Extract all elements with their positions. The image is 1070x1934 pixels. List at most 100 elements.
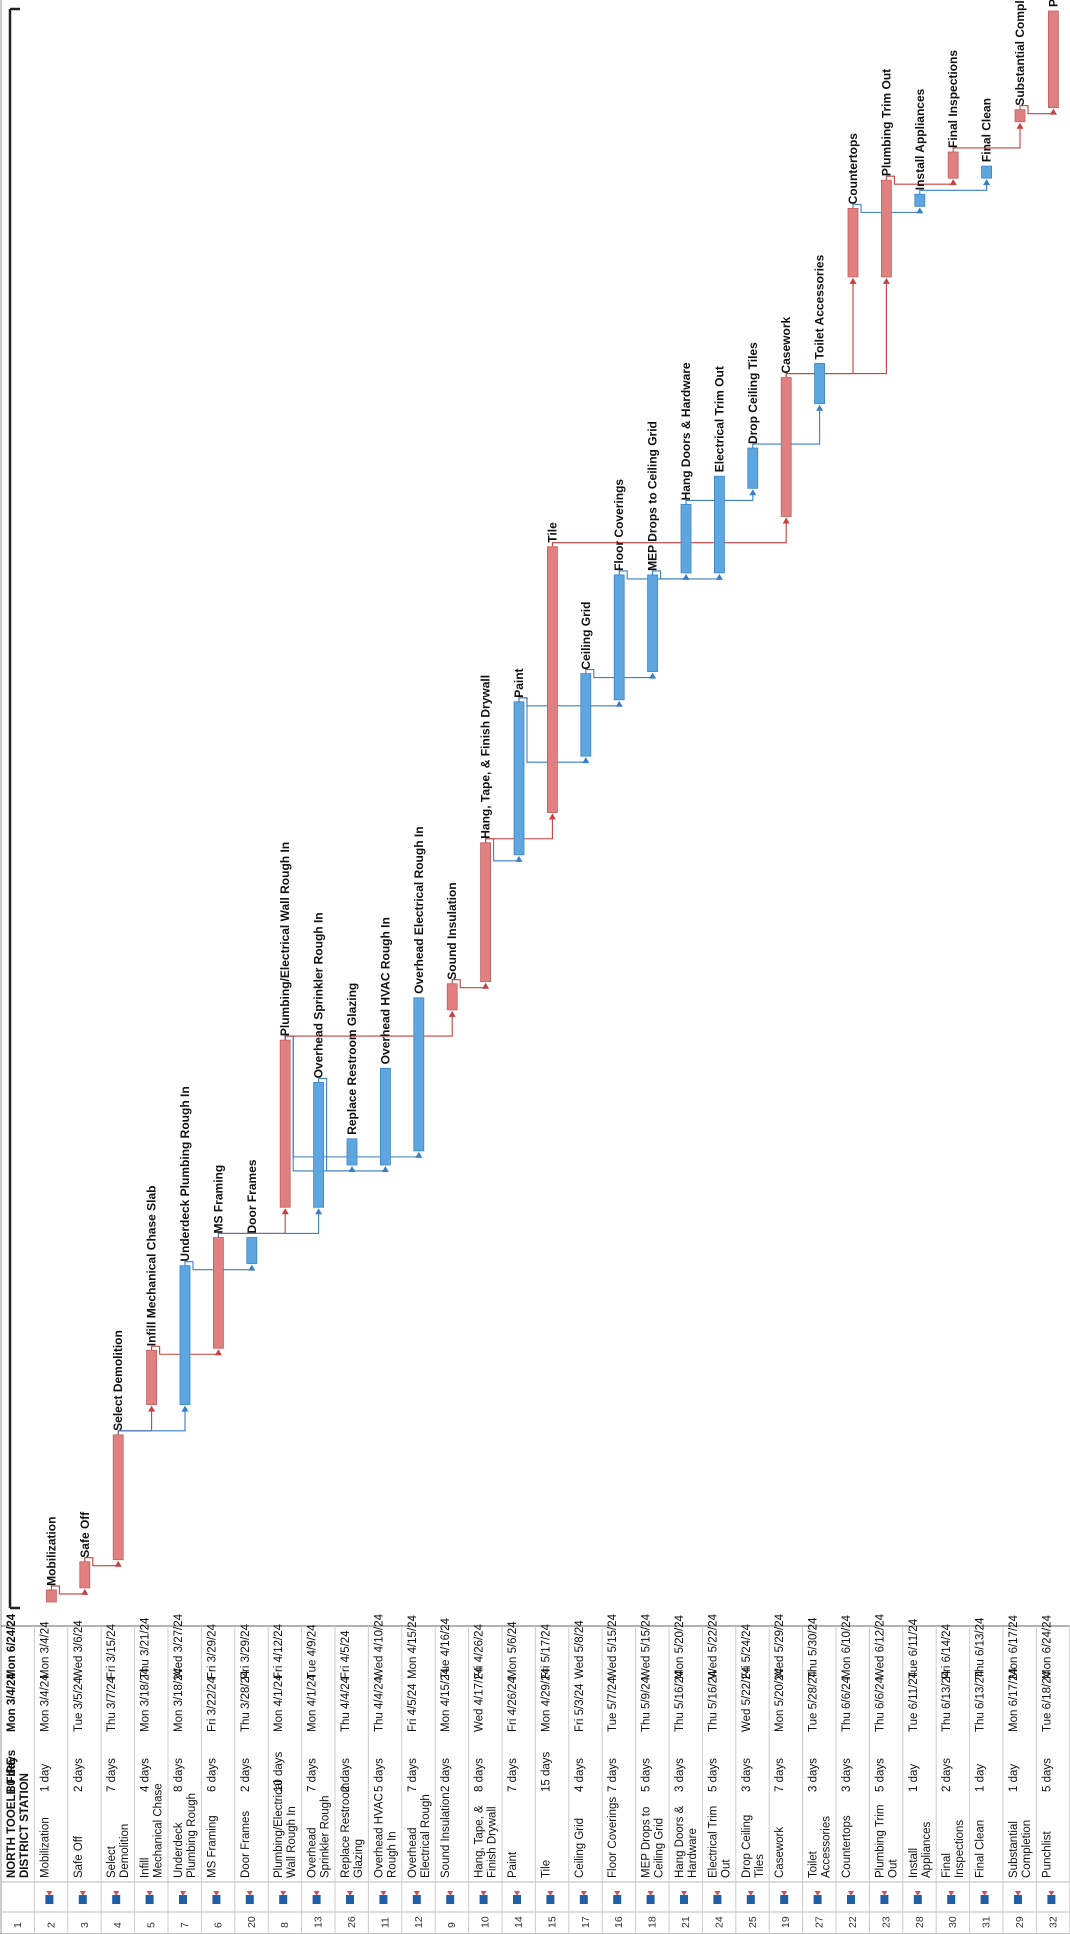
task-name-cell: SelectDemolition xyxy=(106,1824,131,1878)
task-mode-icon xyxy=(513,1891,521,1904)
dependency-links xyxy=(50,105,1057,1595)
gantt-bar-label: Underdeck Plumbing Rough In xyxy=(178,1086,192,1261)
task-name-cell: Replace RestroomGlazing xyxy=(340,1783,365,1878)
dependency-link xyxy=(952,124,1021,152)
dependency-arrowhead xyxy=(448,1010,456,1017)
task-mode-icon xyxy=(947,1891,956,1904)
task-name-cell: NORTH TOOELE FIREDISTRICT STATION xyxy=(6,1757,31,1878)
finish-cell: Thu 3/21/24 xyxy=(140,1617,152,1679)
dependency-arrowhead xyxy=(482,982,490,989)
task-mode-icon xyxy=(980,1891,989,1904)
row-number: 20 xyxy=(246,1916,258,1928)
task-mode-icon xyxy=(713,1891,722,1904)
start-cell: Thu 6/13/24 xyxy=(975,1670,987,1732)
task-name-cell: Plumbing/ElectricalWall Rough In xyxy=(273,1780,298,1878)
task-mode-icon xyxy=(446,1891,455,1904)
start-cell: Mon 3/18/24 xyxy=(173,1667,185,1732)
task-name-cell: Mobilization xyxy=(39,1817,51,1878)
duration-cell: 10 days xyxy=(273,1751,285,1792)
duration-cell: 7 days xyxy=(106,1758,118,1792)
task-mode-icon xyxy=(212,1891,221,1904)
finish-cell: Fri 4/12/24 xyxy=(273,1623,285,1679)
dependency-link xyxy=(785,279,887,378)
finish-cell: Mon 5/20/24 xyxy=(674,1614,686,1679)
finish-cell: Wed 5/15/24 xyxy=(607,1613,619,1679)
start-cell: Thu 3/28/24 xyxy=(240,1670,252,1732)
dependency-arrowhead xyxy=(315,1208,323,1215)
task-name-cell: Hang Doors &Hardware xyxy=(674,1805,699,1878)
gantt-bar-label: Final Inspections xyxy=(946,50,960,148)
gantt-bar xyxy=(146,1349,158,1406)
task-mode-icon xyxy=(780,1891,789,1904)
gantt-bar xyxy=(1014,109,1026,123)
duration-cell: 4 days xyxy=(574,1758,586,1792)
start-cell: Mon 5/20/24 xyxy=(774,1667,786,1732)
row-number: 24 xyxy=(713,1916,725,1928)
dependency-arrowhead xyxy=(916,207,924,214)
finish-cell: Wed 5/22/24 xyxy=(707,1613,719,1679)
task-name-cell: Overhead HVACRough In xyxy=(373,1793,398,1878)
duration-cell: 8 days xyxy=(474,1758,486,1792)
start-cell: Mon 3/18/24 xyxy=(140,1667,152,1732)
finish-cell: Wed 3/27/24 xyxy=(173,1613,185,1679)
dependency-link xyxy=(919,181,988,195)
duration-cell: 5 days xyxy=(1041,1758,1053,1792)
gantt-bar xyxy=(580,673,592,757)
gantt-bar-label: Replace Restroom Glazing xyxy=(345,983,359,1135)
finish-cell: Fri 4/5/24 xyxy=(340,1630,352,1679)
task-name-cell: ToiletAccessories xyxy=(808,1816,833,1878)
dependency-arrowhead xyxy=(415,1151,423,1158)
gantt-bar xyxy=(914,193,926,207)
task-mode-icon xyxy=(479,1891,488,1904)
gantt-bar-label: Sound Insulation xyxy=(445,882,459,979)
gantt-bar-label: Countertops xyxy=(846,133,860,205)
duration-cell: 7 days xyxy=(407,1758,419,1792)
gantt-bar-label: MS Framing xyxy=(211,1165,225,1234)
row-number: 29 xyxy=(1014,1916,1026,1928)
gantt-bar xyxy=(647,574,658,672)
finish-cell: Fri 5/24/24 xyxy=(741,1623,753,1679)
start-cell: Fri 4/5/24 xyxy=(407,1683,419,1732)
row-number: 1 xyxy=(12,1922,24,1928)
finish-cell: Wed 5/8/24 xyxy=(574,1620,586,1679)
row-number: 27 xyxy=(814,1916,826,1928)
task-mode-icon xyxy=(613,1891,622,1904)
row-number: 6 xyxy=(212,1922,224,1928)
duration-cell: 8 days xyxy=(173,1758,185,1792)
start-cell: Fri 3/22/24 xyxy=(206,1676,218,1732)
gantt-bar xyxy=(480,842,492,983)
gantt-bar xyxy=(680,504,692,574)
start-cell: Thu 6/6/24 xyxy=(874,1676,886,1732)
row-number: 8 xyxy=(279,1922,291,1928)
gantt-bar xyxy=(547,546,558,813)
table-row: 29 SubstantialCompletion 1 day Mon 6/17/24M… xyxy=(1008,1614,1033,1928)
gantt-bar-label: Drop Ceiling Tiles xyxy=(746,342,760,444)
row-number: 2 xyxy=(45,1922,57,1928)
dependency-link xyxy=(117,1407,186,1435)
gantt-bars: Mobilization Safe Off Select Demolition Inf… xyxy=(8,0,1060,1610)
duration-cell: 3 days xyxy=(674,1758,686,1792)
task-mode-icon xyxy=(145,1891,154,1904)
task-name-cell: MS Framing xyxy=(206,1815,218,1878)
task-mode-icon xyxy=(579,1891,588,1904)
dependency-arrowhead xyxy=(983,179,991,186)
dependency-arrowhead xyxy=(281,1208,289,1215)
task-name-cell: Plumbing TrimOut xyxy=(874,1805,899,1879)
gantt-bar xyxy=(79,1561,91,1589)
gantt-bar-label: Floor Coverings xyxy=(612,479,626,571)
dependency-link xyxy=(551,519,787,547)
task-mode-icon xyxy=(78,1891,87,1904)
gantt-bar xyxy=(1048,10,1059,109)
row-number: 31 xyxy=(981,1916,993,1928)
duration-cell: 6 days xyxy=(206,1758,218,1792)
finish-cell: Wed 5/15/24 xyxy=(641,1613,653,1679)
start-cell: Thu 3/7/24 xyxy=(106,1676,118,1732)
start-cell: Tue 3/5/24 xyxy=(73,1677,85,1732)
finish-cell: Mon 5/6/24 xyxy=(507,1621,519,1679)
dependency-arrowhead xyxy=(214,1349,222,1356)
task-mode-icon xyxy=(880,1891,889,1904)
